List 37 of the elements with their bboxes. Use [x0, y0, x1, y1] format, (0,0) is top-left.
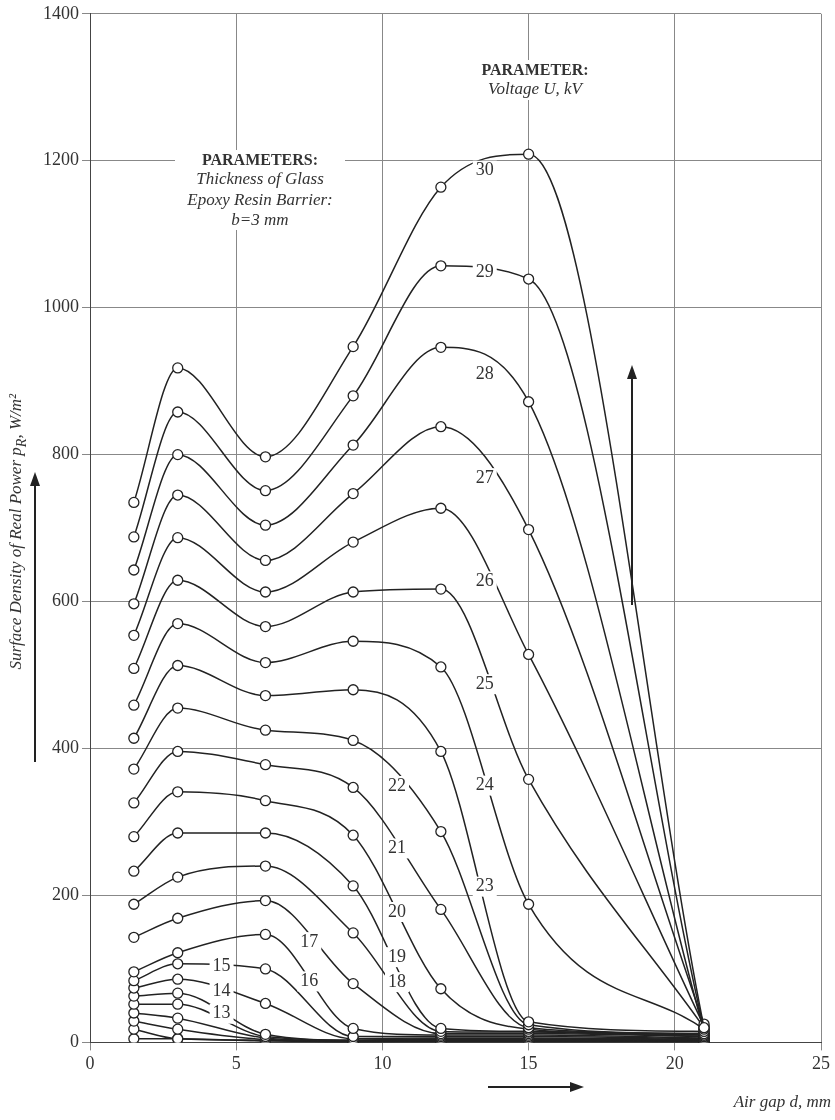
x-tick-label: 5	[231, 1052, 241, 1073]
y-tick-label: 1200	[43, 149, 79, 170]
annotation: PARAMETER:	[480, 60, 590, 80]
x-tick-label: 0	[85, 1052, 95, 1073]
series-label: 20	[388, 900, 407, 921]
y-tick-label: 1400	[43, 2, 79, 23]
series-label: 25	[475, 672, 494, 693]
y-tick-label: 200	[52, 884, 79, 905]
series-label: 24	[475, 774, 494, 795]
y-tick-label: 1000	[43, 296, 79, 317]
series-label: 13	[212, 1002, 231, 1023]
annotation: Voltage U, kV	[487, 79, 585, 100]
series-label: 14	[212, 980, 231, 1001]
y-tick-label: 600	[52, 590, 79, 611]
series-label: 16	[300, 970, 319, 991]
x-axis-title: Air gap d, mm	[733, 1092, 831, 1112]
series-label: 19	[388, 945, 407, 966]
annotation: PARAMETERS:	[200, 150, 320, 170]
series-label: 18	[388, 970, 407, 991]
series-label: 23	[475, 875, 494, 896]
series-label: 15	[212, 955, 231, 976]
series-label: 28	[475, 363, 494, 384]
x-tick-label: 15	[519, 1052, 538, 1073]
x-tick-label: 10	[373, 1052, 392, 1073]
y-tick-label: 0	[70, 1031, 79, 1052]
x-tick-label: 25	[812, 1052, 830, 1073]
series-label: 27	[475, 466, 494, 487]
series-label: 26	[475, 570, 494, 591]
y-tick-label: 400	[52, 737, 79, 758]
series-label: 17	[300, 930, 319, 951]
series-label: 29	[475, 261, 494, 282]
x-tick-label: 20	[665, 1052, 684, 1073]
series-label: 21	[388, 837, 407, 858]
annotation: Thickness of Glass Epoxy Resin Barrier: b=3 mm	[186, 169, 334, 231]
series-label: 30	[475, 159, 494, 180]
y-tick-label: 800	[52, 443, 79, 464]
series-label: 22	[388, 774, 407, 795]
